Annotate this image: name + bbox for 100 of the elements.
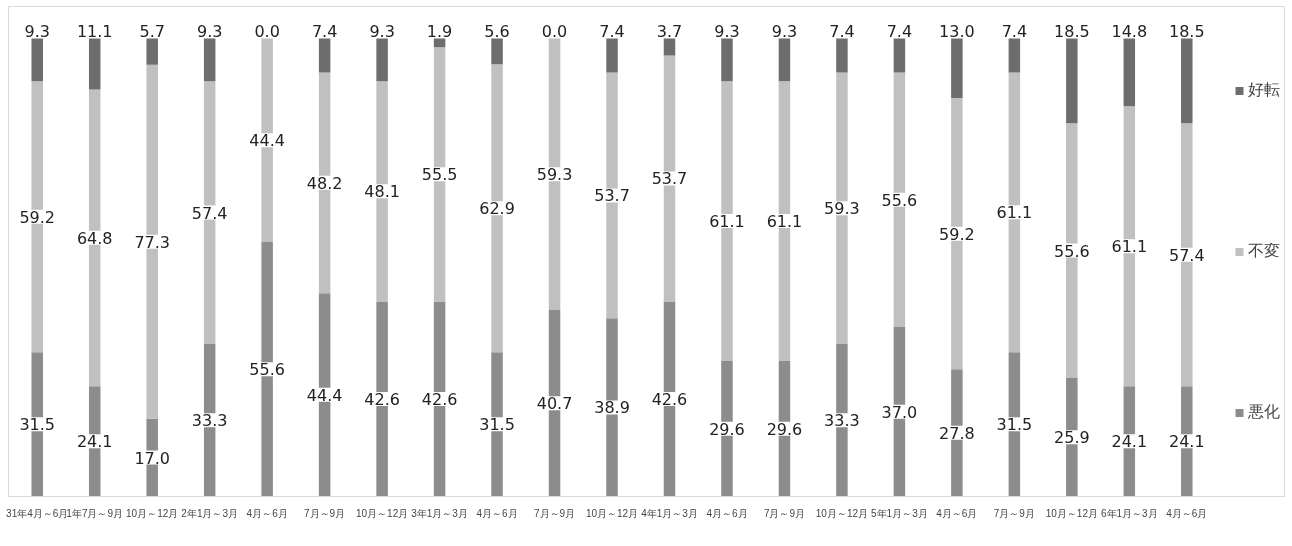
data-label: 7.4 bbox=[829, 21, 855, 41]
x-tick-label: 3年1月～3月 bbox=[411, 507, 468, 519]
bar bbox=[1181, 38, 1193, 124]
x-tick-label: 10月～12月 bbox=[126, 507, 179, 519]
data-label: 7.4 bbox=[311, 21, 338, 41]
bar bbox=[491, 38, 503, 65]
x-tick-label: 10月～12月 bbox=[815, 507, 869, 519]
data-label: 18.5 bbox=[1054, 21, 1090, 41]
data-label: 33.3 bbox=[824, 411, 860, 431]
data-label: 42.6 bbox=[651, 389, 688, 409]
data-label: 55.6 bbox=[881, 190, 918, 210]
x-tick-label: 2年1月～3月 bbox=[181, 507, 239, 519]
legend-label: 好転 bbox=[1248, 79, 1280, 101]
x-tick-label: 1年7月～9月 bbox=[66, 507, 124, 519]
data-label: 57.4 bbox=[1168, 245, 1205, 265]
data-label: 53.7 bbox=[594, 186, 630, 206]
data-label: 29.6 bbox=[709, 419, 745, 439]
data-label: 77.3 bbox=[134, 232, 171, 252]
x-tick-label: 4月～6月 bbox=[246, 507, 288, 519]
bar bbox=[1066, 38, 1078, 124]
data-label: 57.4 bbox=[191, 203, 228, 223]
bar bbox=[663, 38, 676, 56]
data-label: 31.5 bbox=[19, 415, 56, 435]
data-label: 24.1 bbox=[76, 432, 113, 452]
data-label: 7.4 bbox=[599, 21, 625, 41]
x-tick-label: 4月～6月 bbox=[706, 507, 748, 519]
data-label: 9.3 bbox=[369, 21, 395, 41]
data-label: 31.5 bbox=[996, 415, 1033, 435]
x-tick-label: 4年1月～3月 bbox=[641, 507, 698, 519]
x-tick-label: 10月～12月 bbox=[585, 507, 639, 519]
bar bbox=[836, 38, 848, 73]
data-label: 5.6 bbox=[484, 21, 510, 41]
data-label: 25.9 bbox=[1054, 428, 1090, 448]
data-label: 64.8 bbox=[76, 228, 113, 248]
bar bbox=[203, 38, 216, 82]
bar bbox=[31, 38, 43, 82]
x-tick-label: 10月～12月 bbox=[1045, 507, 1098, 519]
data-label: 29.6 bbox=[766, 419, 803, 439]
data-label: 31.5 bbox=[479, 415, 515, 435]
bar bbox=[376, 38, 388, 82]
data-label: 42.6 bbox=[364, 389, 400, 409]
data-label: 1.9 bbox=[426, 21, 453, 41]
legend-label: 悪化 bbox=[1248, 401, 1280, 423]
data-label: 0.0 bbox=[254, 21, 280, 41]
data-label: 13.0 bbox=[939, 21, 975, 41]
bar bbox=[778, 38, 791, 82]
x-tick-label: 6年1月～3月 bbox=[1100, 507, 1158, 519]
data-label: 42.6 bbox=[421, 389, 458, 409]
data-label: 3.7 bbox=[656, 21, 683, 41]
data-label: 5.7 bbox=[139, 21, 165, 41]
data-label: 61.1 bbox=[996, 203, 1033, 223]
data-label: 17.0 bbox=[134, 448, 171, 468]
data-label: 61.1 bbox=[709, 212, 745, 232]
data-label: 55.6 bbox=[1054, 241, 1090, 261]
bar bbox=[88, 38, 101, 90]
data-label: 9.3 bbox=[24, 21, 50, 41]
data-label: 59.2 bbox=[19, 207, 56, 227]
x-tick-label: 7月～9月 bbox=[763, 507, 806, 519]
data-label: 7.4 bbox=[886, 21, 913, 41]
data-label: 48.1 bbox=[364, 182, 400, 202]
data-label: 7.4 bbox=[1001, 21, 1028, 41]
bar bbox=[951, 38, 963, 99]
data-label: 44.4 bbox=[306, 385, 343, 405]
data-label: 61.1 bbox=[766, 212, 803, 232]
data-label: 55.6 bbox=[249, 360, 285, 380]
bar bbox=[721, 38, 733, 82]
data-label: 44.4 bbox=[249, 131, 285, 151]
data-label: 9.3 bbox=[714, 21, 740, 41]
data-label: 14.8 bbox=[1111, 21, 1148, 41]
x-tick-label: 5年1月～3月 bbox=[871, 507, 928, 519]
bar bbox=[893, 38, 906, 73]
x-tick-label: 4月～6月 bbox=[1166, 507, 1208, 519]
data-label: 59.2 bbox=[939, 224, 975, 244]
data-label: 37.0 bbox=[881, 402, 918, 422]
data-label: 9.3 bbox=[196, 21, 223, 41]
data-label: 38.9 bbox=[594, 398, 630, 418]
bar bbox=[146, 38, 158, 65]
bar bbox=[318, 38, 331, 73]
data-label: 24.1 bbox=[1168, 432, 1205, 452]
x-tick-label: 7月～9月 bbox=[533, 507, 576, 519]
data-label: 62.9 bbox=[479, 199, 515, 219]
bar bbox=[1008, 38, 1021, 73]
x-tick-label: 7月～9月 bbox=[993, 507, 1035, 519]
x-tick-label: 7月～9月 bbox=[304, 507, 346, 519]
data-label: 59.3 bbox=[824, 199, 860, 219]
data-label: 9.3 bbox=[771, 21, 798, 41]
data-label: 18.5 bbox=[1168, 21, 1205, 41]
data-label: 55.5 bbox=[421, 165, 458, 185]
data-label: 33.3 bbox=[191, 411, 228, 431]
data-label: 27.8 bbox=[939, 423, 975, 443]
x-tick-label: 4月～6月 bbox=[476, 507, 518, 519]
bar bbox=[1123, 38, 1136, 107]
data-label: 48.2 bbox=[306, 173, 343, 193]
data-label: 40.7 bbox=[536, 394, 573, 414]
data-label: 0.0 bbox=[541, 21, 568, 41]
legend-label: 不変 bbox=[1248, 240, 1280, 262]
x-tick-label: 10月～12月 bbox=[355, 507, 409, 519]
data-label: 59.3 bbox=[536, 165, 573, 185]
bar bbox=[606, 38, 618, 73]
data-label: 53.7 bbox=[651, 169, 688, 189]
